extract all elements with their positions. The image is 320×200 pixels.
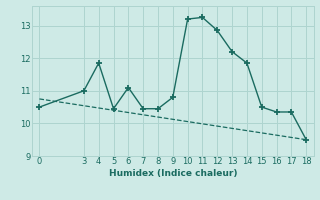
X-axis label: Humidex (Indice chaleur): Humidex (Indice chaleur) [108, 169, 237, 178]
